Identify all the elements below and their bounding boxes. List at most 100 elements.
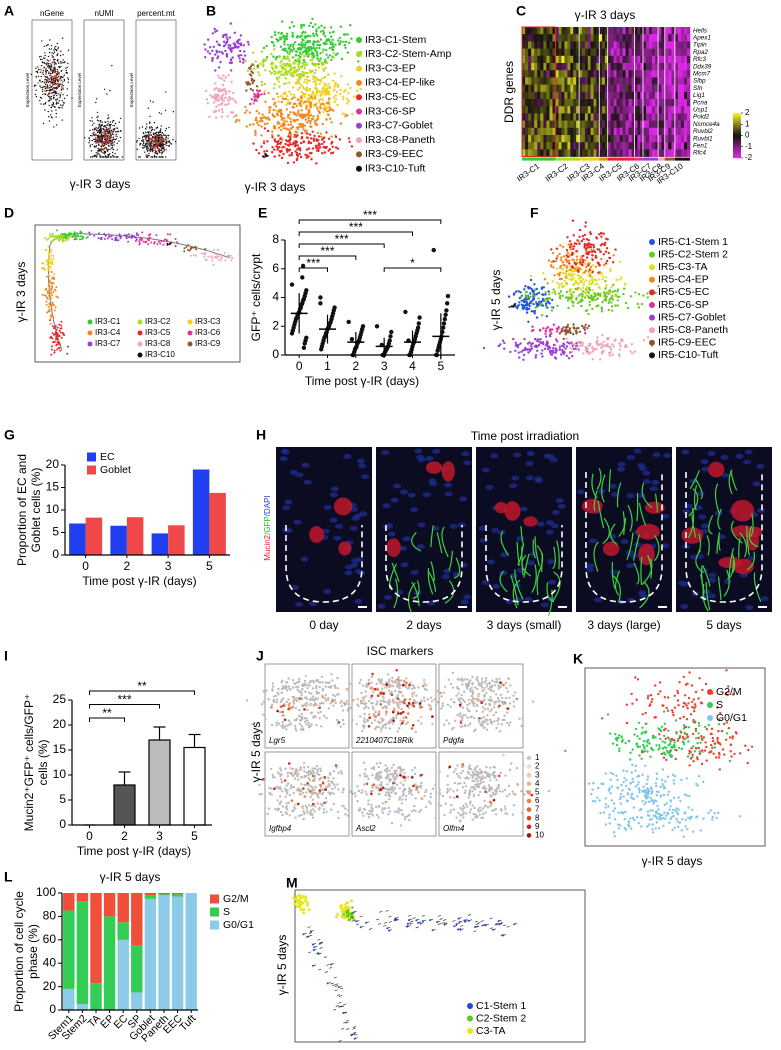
heatmap-cell: [528, 106, 532, 114]
cell-dot: [53, 80, 55, 82]
cell-dot: [318, 46, 321, 50]
cell-dot: [318, 101, 321, 104]
cell-dot: [151, 127, 153, 129]
heatmap-cell: [640, 91, 644, 100]
cell-dot: [48, 93, 50, 95]
cell-dot: [48, 78, 50, 81]
cell-dot: [527, 307, 531, 310]
heatmap-cell: [525, 84, 529, 93]
cell-dot: [220, 51, 224, 54]
heatmap-cell: [637, 106, 641, 114]
cell-dot: [46, 311, 49, 314]
cell-dot: [277, 80, 281, 83]
cell-dot: [252, 102, 255, 105]
cell-dot: [591, 307, 594, 311]
cell-dot: [551, 251, 555, 255]
cell-dot: [47, 266, 50, 269]
cell-dot: [235, 118, 239, 122]
gene-label: Pold2: [693, 114, 710, 121]
heatmap-cell: [649, 27, 653, 35]
cell-dot: [306, 55, 310, 58]
cell-dot: [580, 304, 583, 308]
cell-dot: [169, 233, 172, 236]
cell-dot: [563, 263, 566, 267]
cell-dot: [603, 295, 606, 298]
heatmap-cell: [534, 48, 538, 57]
cell-dot: [554, 260, 558, 263]
cell-dot: [346, 51, 350, 54]
cell-dot: [168, 145, 171, 147]
cell-dot: [101, 143, 104, 145]
heatmap-cell: [543, 84, 547, 93]
cell-dot: [40, 103, 42, 105]
cell-dot: [151, 137, 153, 140]
heatmap-cell: [579, 149, 583, 157]
cell-dot: [245, 125, 248, 128]
cell-dot: [162, 145, 164, 148]
heatmap-cell: [602, 48, 606, 57]
cell-dot: [244, 105, 247, 109]
cell-dot: [215, 49, 218, 52]
cell-dot: [545, 335, 548, 338]
cell-dot: [336, 84, 339, 87]
cell-dot: [205, 259, 208, 262]
cell-dot: [310, 125, 313, 128]
cell-dot: [330, 121, 333, 124]
cell-dot: [225, 54, 229, 57]
cell-dot: [49, 314, 52, 317]
cell-dot: [138, 137, 140, 140]
cell-dot: [315, 123, 318, 127]
heatmap-cell: [558, 34, 562, 42]
heatmap-cell: [593, 142, 597, 150]
heatmap-cell: [634, 149, 638, 157]
heatmap-cell: [637, 70, 641, 78]
cell-dot: [507, 295, 511, 298]
cell-dot: [522, 299, 526, 302]
heatmap-cell: [655, 34, 659, 42]
cell-dot: [309, 119, 312, 123]
cell-dot: [600, 258, 603, 261]
cell-dot: [544, 332, 547, 335]
heatmap-cell: [570, 34, 574, 42]
cell-dot: [309, 141, 313, 145]
heatmap-cell: [661, 84, 666, 93]
colorbar-step: [733, 131, 741, 133]
heatmap-cell: [664, 120, 669, 129]
heatmap-cell: [664, 27, 669, 35]
cell-dot: [270, 71, 273, 75]
heatmap-cell: [584, 149, 589, 157]
cell-dot: [292, 161, 296, 164]
cell-dot: [221, 83, 225, 87]
cell-dot: [60, 88, 63, 90]
heatmap-cell: [599, 70, 603, 78]
cell-dot: [329, 117, 332, 120]
cell-dot: [277, 100, 280, 103]
cell-dot: [215, 29, 219, 32]
cell-dot: [103, 125, 105, 128]
cell-dot: [602, 291, 606, 294]
cell-dot: [312, 77, 315, 80]
cell-dot: [158, 148, 160, 150]
cell-dot: [268, 70, 271, 73]
legend-swatch: [356, 165, 362, 172]
heatmap-cell: [599, 127, 603, 136]
cell-dot: [525, 311, 529, 314]
cell-dot: [41, 40, 43, 42]
cell-dot: [60, 336, 63, 339]
cell-dot: [321, 98, 324, 101]
heatmap-cell: [661, 34, 666, 42]
cell-dot: [290, 151, 294, 155]
heatmap-cell: [680, 135, 685, 143]
cell-dot: [292, 74, 295, 78]
cell-dot: [50, 348, 53, 351]
cell-dot: [118, 140, 120, 142]
heatmap-cell: [646, 106, 650, 114]
cell-dot: [278, 55, 281, 59]
heatmap-cell: [674, 63, 679, 71]
cell-dot: [282, 57, 285, 60]
cell-dot: [274, 105, 278, 108]
heatmap-cell: [646, 77, 650, 85]
heatmap-cell: [628, 142, 632, 150]
cell-dot: [242, 61, 245, 64]
heatmap-cell: [540, 63, 544, 71]
